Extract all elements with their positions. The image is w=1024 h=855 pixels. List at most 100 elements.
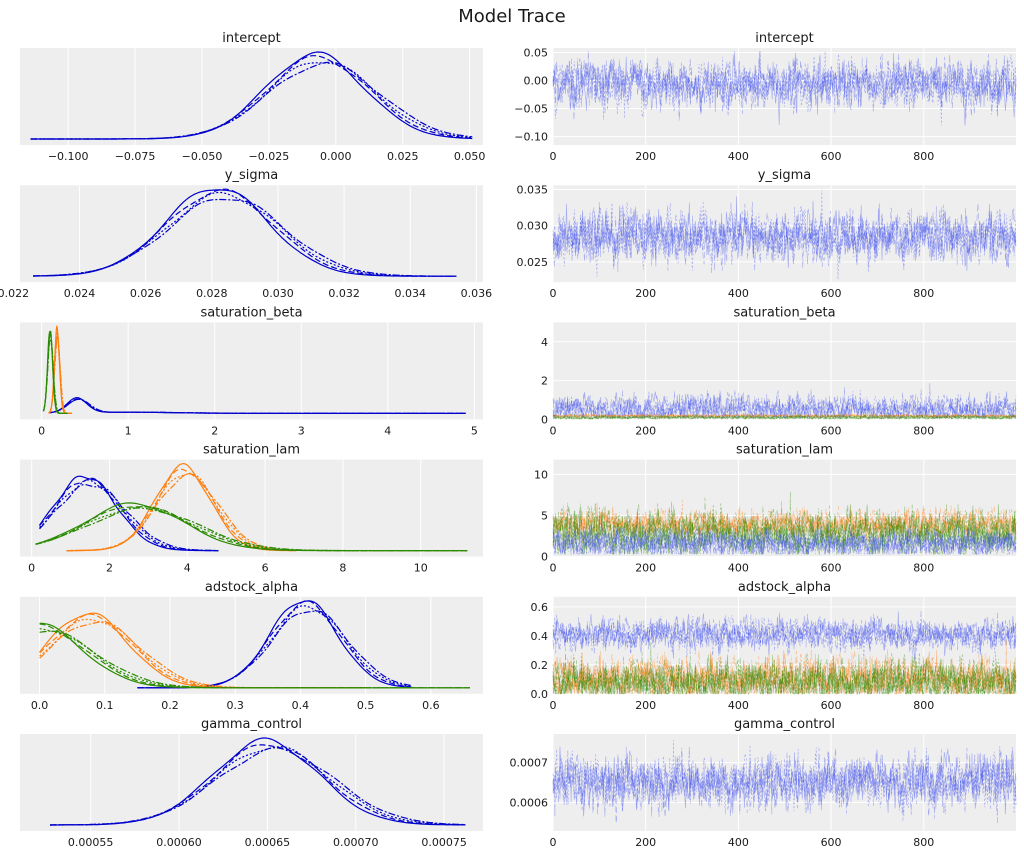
y-tick-label: 0.6 <box>531 601 549 614</box>
x-tick-label: 0 <box>38 424 45 437</box>
trace-line <box>552 649 1017 695</box>
trace-line <box>552 740 1017 818</box>
density-panel-intercept: intercept −0.100 −0.075 −0.050 −0.025 0.000 0.… <box>20 31 485 163</box>
density-line <box>39 623 470 689</box>
trace-line <box>552 414 1017 421</box>
density-panel-saturation-beta: saturation_beta 0 1 2 3 4 5 <box>20 305 483 437</box>
x-tick-label: 200 <box>635 836 656 849</box>
density-line <box>35 507 468 552</box>
trace-line <box>552 747 1017 824</box>
trace-line <box>552 652 1017 695</box>
trace-line <box>552 189 1017 280</box>
x-tick-label: 0.00065 <box>245 836 291 849</box>
x-tick-label: 0 <box>550 287 557 300</box>
x-tick-label: 0 <box>550 836 557 849</box>
plot-area <box>553 459 1016 557</box>
x-tick-label: 0.1 <box>96 699 114 712</box>
trace-panel-gamma-control: gamma_control 0 200 400 600 800 0.0006 0.0007 <box>510 717 1017 849</box>
x-tick-label: 600 <box>821 424 842 437</box>
y-tick-label: 0.4 <box>531 630 549 643</box>
x-tick-label: 200 <box>635 150 656 163</box>
trace-line <box>552 651 1017 695</box>
density-line <box>50 398 466 414</box>
y-tick-label: 0.2 <box>531 659 549 672</box>
trace-line <box>552 53 1017 121</box>
x-tick-label: 1 <box>125 424 132 437</box>
density-line <box>39 618 366 689</box>
trace-line <box>552 389 1017 419</box>
y-tick-label: 0.0006 <box>510 796 549 809</box>
x-tick-label: 0.028 <box>196 287 228 300</box>
y-tick-label: 0.035 <box>517 184 549 197</box>
x-tick-label: 400 <box>728 836 749 849</box>
plot-area <box>553 48 1016 145</box>
x-tick-label: 0.2 <box>161 699 179 712</box>
x-tick-label: 8 <box>339 562 346 575</box>
panel-title: saturation_beta <box>733 305 835 320</box>
panels: intercept−0.100 −0.075 −0.050 −0.025 0.000 0.… <box>0 31 1017 849</box>
x-tick-label: 0.3 <box>226 699 244 712</box>
x-tick-label: 0.6 <box>422 699 440 712</box>
panel-title: y_sigma <box>758 168 811 183</box>
density-panel-saturation-lam: saturation_lam 0 2 4 6 8 10 <box>20 443 483 575</box>
plot-area <box>20 322 483 420</box>
x-tick-label: 0.032 <box>328 287 360 300</box>
panel-title: y_sigma <box>225 168 278 183</box>
x-tick-label: 200 <box>635 699 656 712</box>
trace-line <box>552 642 1017 695</box>
x-tick-label: 10 <box>414 562 428 575</box>
trace-line <box>552 196 1017 271</box>
x-tick-label: 200 <box>635 424 656 437</box>
x-tick-label: 0.00070 <box>333 836 379 849</box>
trace-line <box>552 51 1017 126</box>
y-tick-label: 0.05 <box>524 46 549 59</box>
trace-line <box>552 412 1017 420</box>
y-tick-label: 0 <box>541 551 548 564</box>
trace-line <box>552 502 1017 556</box>
x-tick-label: 0.00055 <box>68 836 114 849</box>
density-line <box>33 198 457 277</box>
x-tick-label: 0 <box>550 699 557 712</box>
x-tick-label: 400 <box>728 287 749 300</box>
density-line <box>39 628 470 689</box>
density-line <box>35 505 468 552</box>
trace-line <box>552 653 1017 695</box>
plot-area <box>20 459 483 557</box>
y-tick-label: 0.0 <box>531 688 549 701</box>
x-tick-label: 2 <box>106 562 113 575</box>
trace-line <box>552 525 1017 556</box>
plot-area <box>20 596 483 694</box>
density-line <box>33 191 457 277</box>
plot-area <box>553 596 1016 694</box>
x-tick-label: −0.100 <box>48 150 89 163</box>
density-line <box>48 335 72 414</box>
x-tick-label: 4 <box>184 562 191 575</box>
trace-line <box>552 745 1017 823</box>
x-tick-label: 600 <box>821 287 842 300</box>
x-tick-label: 400 <box>728 150 749 163</box>
trace-line <box>552 413 1017 419</box>
trace-line <box>552 502 1017 544</box>
x-tick-label: 400 <box>728 562 749 575</box>
x-tick-label: 0 <box>550 562 557 575</box>
y-tick-label: 2 <box>541 375 548 388</box>
x-tick-label: 800 <box>913 836 934 849</box>
x-tick-label: 0.5 <box>357 699 375 712</box>
trace-line <box>552 524 1017 556</box>
trace-line <box>552 648 1017 695</box>
trace-line <box>552 491 1017 555</box>
x-tick-label: 0 <box>28 562 35 575</box>
x-tick-label: 800 <box>913 287 934 300</box>
density-line <box>30 61 473 140</box>
x-tick-label: 600 <box>821 699 842 712</box>
x-tick-label: 3 <box>298 424 305 437</box>
x-tick-label: 6 <box>262 562 269 575</box>
trace-line <box>552 413 1017 421</box>
x-tick-label: 0.030 <box>262 287 294 300</box>
trace-line <box>552 383 1017 419</box>
x-tick-label: 600 <box>821 562 842 575</box>
plot-area <box>20 734 483 831</box>
trace-line <box>553 413 1017 421</box>
plot-area <box>20 48 483 145</box>
plot-area <box>553 185 1016 283</box>
